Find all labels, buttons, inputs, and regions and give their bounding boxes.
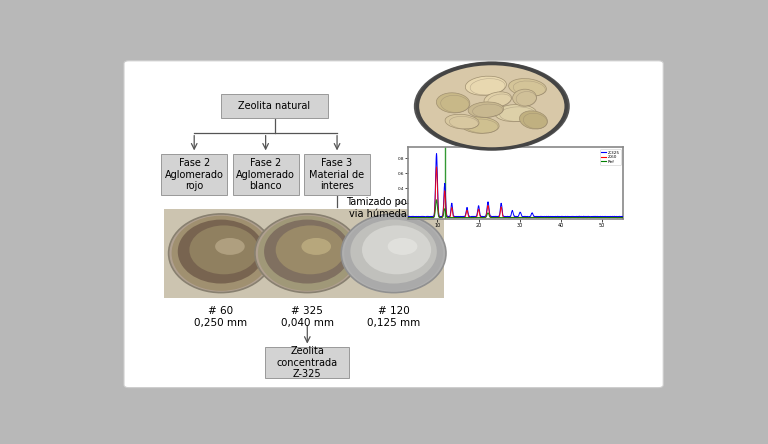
Text: Zeolita natural: Zeolita natural bbox=[239, 101, 310, 111]
Ellipse shape bbox=[468, 102, 504, 118]
Text: Fase 3
Material de
interes: Fase 3 Material de interes bbox=[310, 158, 365, 191]
FancyBboxPatch shape bbox=[304, 154, 370, 195]
Text: # 60
0,250 mm: # 60 0,250 mm bbox=[194, 306, 247, 328]
Ellipse shape bbox=[445, 114, 479, 129]
Text: # 325
0,040 mm: # 325 0,040 mm bbox=[281, 306, 334, 328]
Ellipse shape bbox=[190, 226, 259, 274]
Circle shape bbox=[417, 63, 566, 149]
FancyBboxPatch shape bbox=[164, 209, 444, 298]
Ellipse shape bbox=[341, 214, 446, 293]
Ellipse shape bbox=[169, 214, 273, 293]
Ellipse shape bbox=[484, 92, 511, 107]
Text: Fase 2
Aglomerado
rojo: Fase 2 Aglomerado rojo bbox=[165, 158, 223, 191]
Ellipse shape bbox=[495, 104, 536, 122]
Ellipse shape bbox=[264, 220, 350, 284]
Text: Zeolita
concentrada
Z-325: Zeolita concentrada Z-325 bbox=[276, 346, 338, 379]
Text: Fase 2
Aglomerado
blanco: Fase 2 Aglomerado blanco bbox=[237, 158, 295, 191]
Ellipse shape bbox=[350, 220, 437, 284]
Ellipse shape bbox=[519, 111, 548, 129]
Ellipse shape bbox=[388, 238, 417, 255]
Ellipse shape bbox=[276, 226, 345, 274]
Ellipse shape bbox=[215, 238, 245, 255]
Ellipse shape bbox=[465, 76, 506, 95]
Ellipse shape bbox=[344, 216, 443, 291]
Ellipse shape bbox=[177, 220, 264, 284]
Ellipse shape bbox=[255, 214, 359, 293]
FancyBboxPatch shape bbox=[161, 154, 227, 195]
Text: Tamizado por
via húmeda: Tamizado por via húmeda bbox=[346, 197, 411, 219]
Text: # 120
0,125 mm: # 120 0,125 mm bbox=[367, 306, 420, 328]
Circle shape bbox=[414, 61, 570, 151]
Ellipse shape bbox=[301, 238, 331, 255]
FancyBboxPatch shape bbox=[124, 61, 664, 388]
Ellipse shape bbox=[461, 117, 499, 133]
Ellipse shape bbox=[362, 226, 431, 274]
FancyBboxPatch shape bbox=[265, 347, 349, 378]
FancyBboxPatch shape bbox=[233, 154, 299, 195]
Ellipse shape bbox=[258, 216, 356, 291]
Ellipse shape bbox=[512, 89, 537, 106]
Ellipse shape bbox=[436, 93, 470, 113]
FancyBboxPatch shape bbox=[220, 94, 329, 119]
Ellipse shape bbox=[508, 79, 546, 96]
Ellipse shape bbox=[171, 216, 270, 291]
